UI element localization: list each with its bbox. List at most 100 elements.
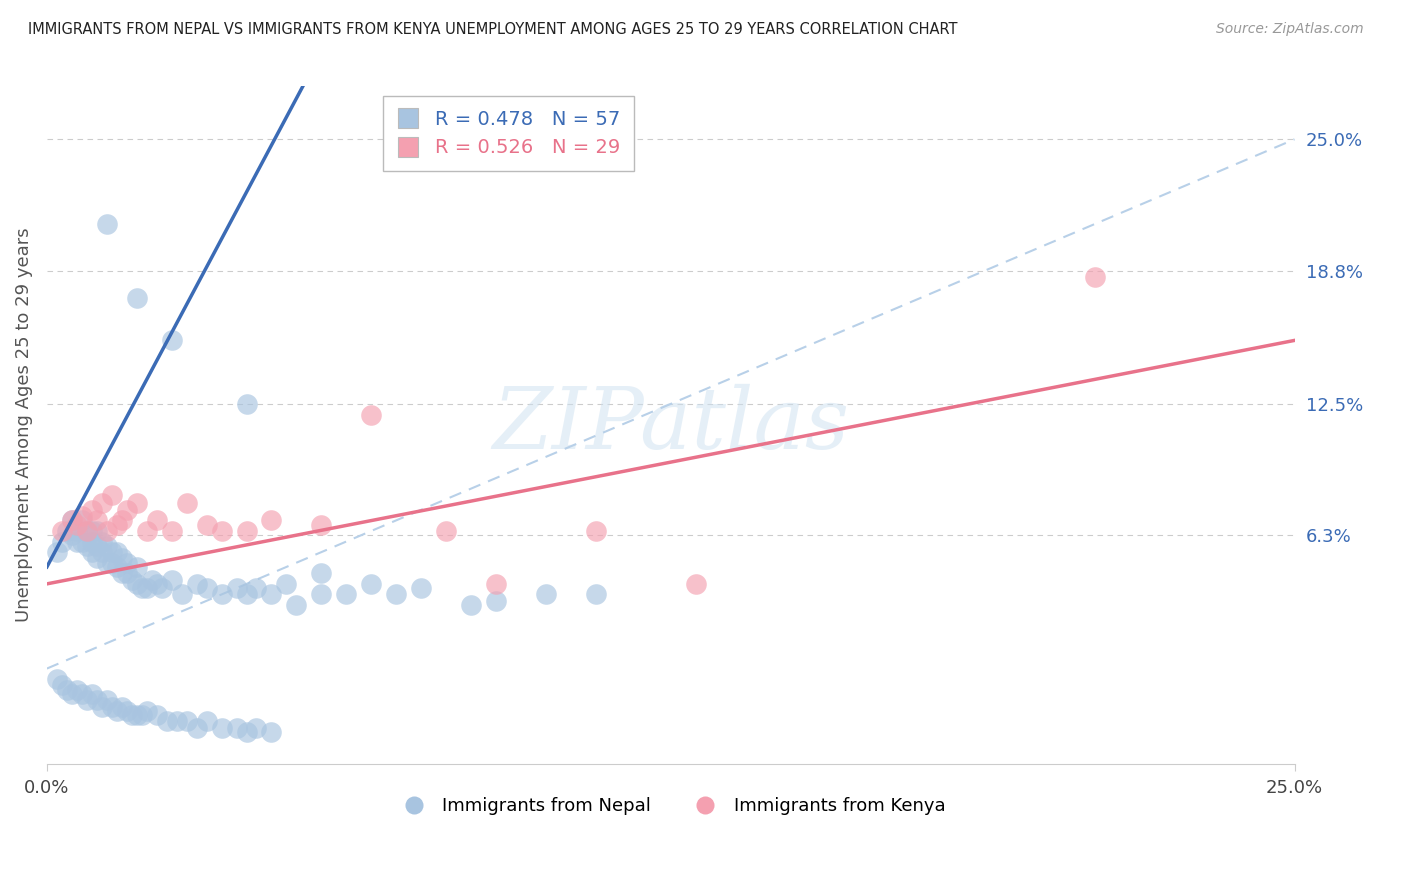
Point	[135, 704, 157, 718]
Point	[150, 581, 173, 595]
Point	[460, 598, 482, 612]
Point	[195, 714, 218, 729]
Point	[96, 693, 118, 707]
Point	[80, 524, 103, 538]
Point	[135, 524, 157, 538]
Point	[311, 587, 333, 601]
Point	[235, 725, 257, 739]
Point	[195, 517, 218, 532]
Point	[235, 524, 257, 538]
Point	[51, 678, 73, 692]
Point	[121, 708, 143, 723]
Text: ZIPatlas: ZIPatlas	[492, 384, 849, 467]
Point	[1084, 269, 1107, 284]
Point	[115, 556, 138, 570]
Point	[56, 682, 79, 697]
Point	[100, 556, 122, 570]
Point	[86, 513, 108, 527]
Point	[76, 693, 98, 707]
Point	[160, 524, 183, 538]
Point	[211, 721, 233, 735]
Point	[335, 587, 357, 601]
Point	[70, 687, 93, 701]
Point	[70, 513, 93, 527]
Point	[96, 556, 118, 570]
Point	[135, 581, 157, 595]
Point	[70, 534, 93, 549]
Point	[145, 577, 167, 591]
Point	[80, 545, 103, 559]
Point	[111, 566, 134, 581]
Point	[585, 524, 607, 538]
Point	[80, 534, 103, 549]
Point	[111, 699, 134, 714]
Point	[66, 682, 89, 697]
Text: IMMIGRANTS FROM NEPAL VS IMMIGRANTS FROM KENYA UNEMPLOYMENT AMONG AGES 25 TO 29 : IMMIGRANTS FROM NEPAL VS IMMIGRANTS FROM…	[28, 22, 957, 37]
Point	[285, 598, 308, 612]
Point	[211, 524, 233, 538]
Point	[235, 397, 257, 411]
Point	[260, 513, 283, 527]
Point	[105, 545, 128, 559]
Point	[100, 545, 122, 559]
Point	[186, 577, 208, 591]
Point	[360, 577, 382, 591]
Point	[225, 581, 247, 595]
Point	[90, 534, 112, 549]
Point	[385, 587, 408, 601]
Point	[111, 513, 134, 527]
Point	[170, 587, 193, 601]
Point	[485, 577, 508, 591]
Point	[360, 408, 382, 422]
Point	[225, 721, 247, 735]
Point	[195, 581, 218, 595]
Point	[51, 534, 73, 549]
Point	[86, 524, 108, 538]
Point	[45, 545, 67, 559]
Point	[125, 708, 148, 723]
Point	[176, 496, 198, 510]
Point	[76, 524, 98, 538]
Point	[76, 524, 98, 538]
Text: Source: ZipAtlas.com: Source: ZipAtlas.com	[1216, 22, 1364, 37]
Point	[131, 581, 153, 595]
Point	[66, 517, 89, 532]
Point	[311, 517, 333, 532]
Point	[125, 496, 148, 510]
Point	[235, 587, 257, 601]
Point	[176, 714, 198, 729]
Point	[70, 509, 93, 524]
Point	[66, 524, 89, 538]
Point	[434, 524, 457, 538]
Point	[105, 560, 128, 574]
Point	[260, 587, 283, 601]
Point	[145, 513, 167, 527]
Point	[86, 539, 108, 553]
Point	[60, 513, 83, 527]
Point	[260, 725, 283, 739]
Point	[45, 672, 67, 686]
Point	[86, 551, 108, 566]
Point	[100, 699, 122, 714]
Point	[115, 566, 138, 581]
Point	[534, 587, 557, 601]
Point	[100, 488, 122, 502]
Point	[96, 217, 118, 231]
Point	[411, 581, 433, 595]
Point	[125, 577, 148, 591]
Point	[160, 334, 183, 348]
Point	[80, 502, 103, 516]
Point	[90, 545, 112, 559]
Point	[156, 714, 179, 729]
Point	[186, 721, 208, 735]
Point	[115, 704, 138, 718]
Point	[96, 524, 118, 538]
Point	[145, 708, 167, 723]
Point	[105, 517, 128, 532]
Point	[166, 714, 188, 729]
Point	[111, 551, 134, 566]
Point	[76, 539, 98, 553]
Point	[121, 573, 143, 587]
Point	[60, 528, 83, 542]
Point	[115, 502, 138, 516]
